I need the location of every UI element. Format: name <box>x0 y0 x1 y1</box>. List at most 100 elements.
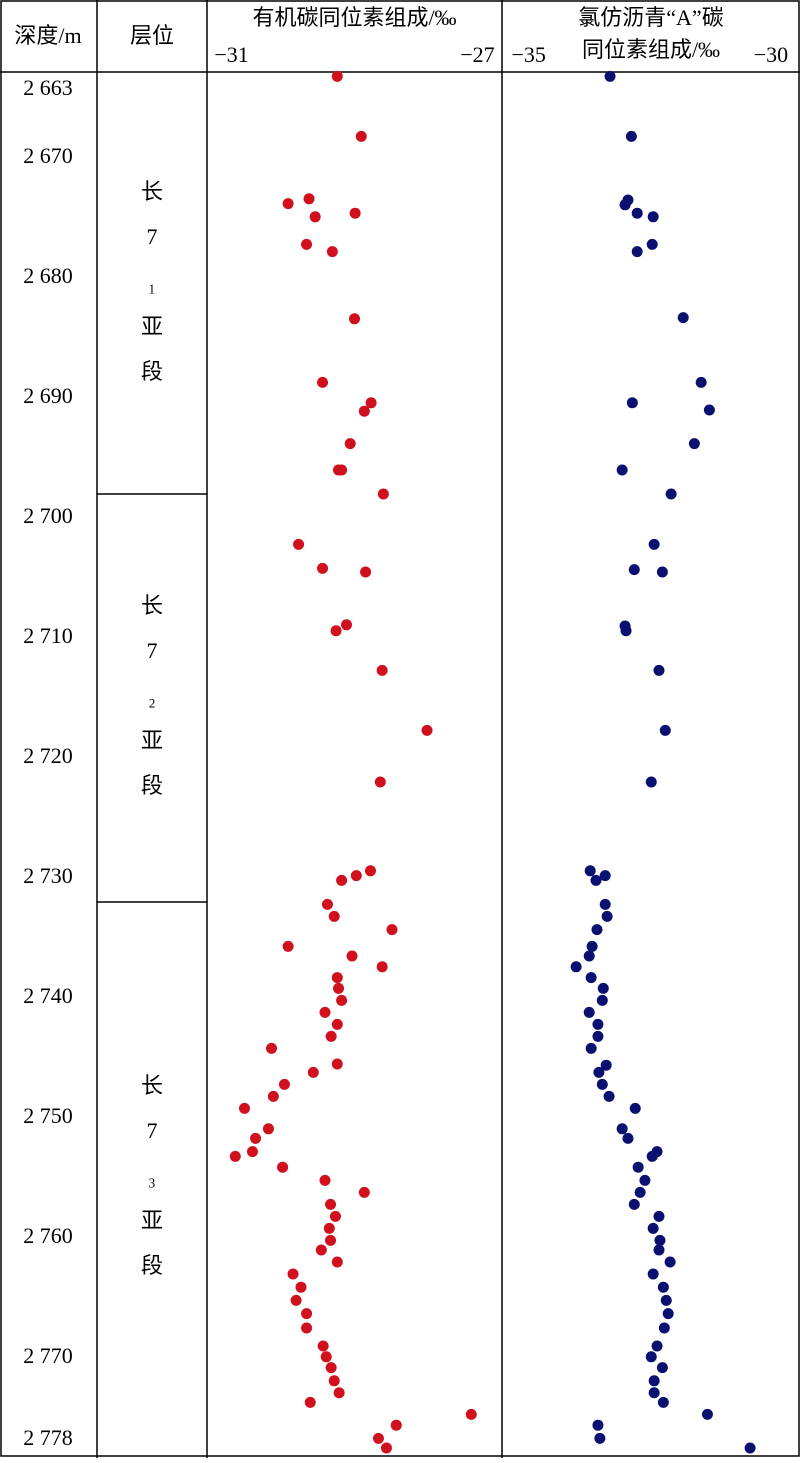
data-point <box>599 898 611 910</box>
data-point <box>639 1174 651 1186</box>
data-point <box>592 1419 604 1431</box>
data-point <box>344 438 356 450</box>
data-point <box>664 1256 676 1268</box>
data-point <box>653 664 665 676</box>
data-point <box>632 1161 644 1173</box>
data-point <box>703 404 715 416</box>
depth-tick-label: 2 690 <box>23 383 73 408</box>
data-point <box>331 1058 343 1070</box>
data-point <box>654 1234 666 1246</box>
data-point <box>421 724 433 736</box>
data-point <box>625 130 637 142</box>
data-point <box>677 312 689 324</box>
data-point <box>648 1375 660 1387</box>
data-point <box>250 1132 262 1144</box>
data-point <box>301 1308 313 1320</box>
data-point <box>331 1018 343 1030</box>
data-point <box>301 1322 313 1334</box>
data-point <box>620 625 632 637</box>
data-point <box>365 397 377 409</box>
data-point <box>331 1256 343 1268</box>
data-point <box>648 1387 660 1399</box>
data-point <box>596 994 608 1006</box>
layer-label: 长 7 ₃ 亚段 <box>141 1073 163 1278</box>
depth-tick-label: 2 670 <box>23 143 73 168</box>
data-point <box>319 1006 331 1018</box>
data-point <box>307 1066 319 1078</box>
layer-label: 长 7 ₂ 亚段 <box>141 593 163 798</box>
data-point <box>744 1442 756 1454</box>
data-point <box>321 898 333 910</box>
depth-tick-label: 2 663 <box>23 75 73 100</box>
data-point <box>586 940 598 952</box>
data-point <box>325 1362 337 1374</box>
data-point <box>386 924 398 936</box>
data-point <box>570 961 582 973</box>
data-point <box>295 1281 307 1293</box>
data-point <box>317 562 329 574</box>
data-point <box>326 246 338 258</box>
data-point <box>304 1396 316 1408</box>
data-point <box>597 982 609 994</box>
data-point <box>278 1078 290 1090</box>
data-point <box>329 1210 341 1222</box>
data-point <box>645 1351 657 1363</box>
data-point <box>592 1030 604 1042</box>
data-point <box>583 1006 595 1018</box>
data-point <box>590 874 602 886</box>
data-point <box>266 1042 278 1054</box>
data-point <box>331 70 343 82</box>
data-point <box>315 1244 327 1256</box>
data-point <box>646 238 658 250</box>
data-point <box>660 1294 672 1306</box>
data-point <box>290 1294 302 1306</box>
data-point <box>616 464 628 476</box>
data-point <box>317 1340 329 1352</box>
data-point <box>364 865 376 877</box>
data-point <box>622 1132 634 1144</box>
data-point <box>229 1150 241 1162</box>
data-point <box>585 972 597 984</box>
data-point <box>594 1432 606 1444</box>
data-point <box>585 1042 597 1054</box>
data-point <box>592 1018 604 1030</box>
data-point <box>701 1408 713 1420</box>
data-point <box>380 1442 392 1454</box>
data-point <box>584 865 596 877</box>
data-point <box>646 1150 658 1162</box>
data-point <box>653 1244 665 1256</box>
data-point <box>331 972 343 984</box>
x-tick-label: −31 <box>214 42 248 67</box>
data-point <box>374 776 386 788</box>
data-point <box>634 1186 646 1198</box>
depth-tick-label: 2 760 <box>23 1223 73 1248</box>
data-point <box>301 238 313 250</box>
data-point <box>360 566 372 578</box>
depth-tick-label: 2 680 <box>23 263 73 288</box>
data-point <box>600 1059 612 1071</box>
data-point <box>583 950 595 962</box>
data-point <box>628 564 640 576</box>
data-point <box>319 1174 331 1186</box>
depth-tick-label: 2 730 <box>23 863 73 888</box>
data-point <box>604 70 616 82</box>
data-point <box>376 961 388 973</box>
data-point <box>629 1102 641 1114</box>
data-point <box>658 1322 670 1334</box>
chart-title: 同位素组成/‰ <box>582 37 720 62</box>
data-point <box>601 910 613 922</box>
data-point <box>390 1419 402 1431</box>
layer-label: 长 7 ₁ 亚段 <box>141 179 163 384</box>
data-point <box>355 130 367 142</box>
data-point <box>647 1222 659 1234</box>
data-point <box>695 376 707 388</box>
data-point <box>277 1161 289 1173</box>
data-point <box>688 438 700 450</box>
data-point <box>596 1078 608 1090</box>
data-point <box>349 207 361 219</box>
depth-tick-label: 2 740 <box>23 983 73 1008</box>
chart-title: 有机碳同位素组成/‰ <box>252 5 456 30</box>
data-point <box>372 1432 384 1444</box>
